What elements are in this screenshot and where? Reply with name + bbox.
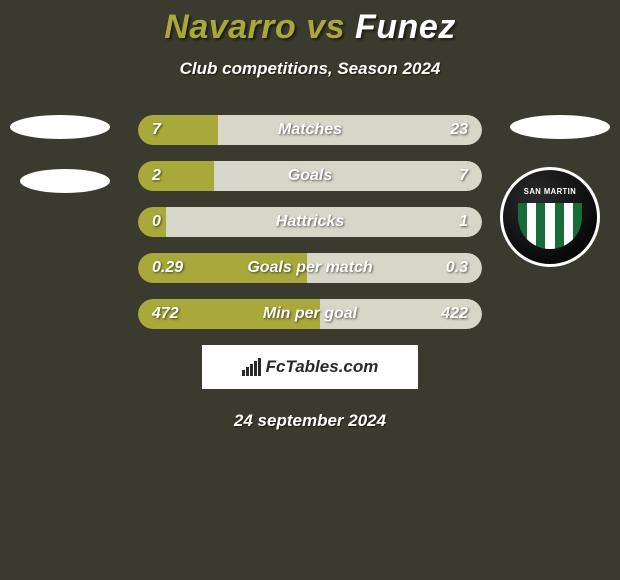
date-text: 24 september 2024 [0, 411, 620, 431]
stat-value-right: 7 [459, 167, 468, 185]
stat-value-right: 1 [459, 213, 468, 231]
stat-row: 472 422 Min per goal [138, 299, 482, 329]
stat-value-right: 23 [450, 121, 468, 139]
stat-label: Min per goal [263, 305, 357, 323]
crest-stripes-icon [518, 203, 582, 249]
vs-label: vs [306, 8, 345, 46]
stat-bars: 7 23 Matches 2 7 Goals 0 1 Hattricks 0.29 0.3 Goals… [138, 115, 482, 329]
player2-name: Funez [355, 8, 456, 46]
stat-row: 7 23 Matches [138, 115, 482, 145]
stat-label: Goals per match [247, 259, 372, 277]
stat-value-left: 0.29 [152, 259, 183, 277]
stat-bar-right [218, 115, 482, 145]
stat-value-right: 422 [441, 305, 468, 323]
placeholder-ellipse-icon [20, 169, 110, 193]
stat-row: 2 7 Goals [138, 161, 482, 191]
placeholder-ellipse-icon [510, 115, 610, 139]
stat-bar-right [214, 161, 482, 191]
infographic-container: Navarro vs Funez Club competitions, Seas… [0, 0, 620, 431]
subtitle: Club competitions, Season 2024 [0, 59, 620, 79]
placeholder-ellipse-icon [10, 115, 110, 139]
stat-label: Matches [278, 121, 342, 139]
brand-chart-icon [242, 358, 262, 376]
brand-box: FcTables.com [202, 345, 418, 389]
stat-value-left: 2 [152, 167, 161, 185]
stat-value-left: 7 [152, 121, 161, 139]
stat-bar-left [138, 161, 214, 191]
team-right-crest: SAN MARTIN [500, 167, 600, 267]
stat-bar-left [138, 115, 218, 145]
crest-text: SAN MARTIN [520, 187, 581, 196]
stat-value-left: 472 [152, 305, 179, 323]
brand-text: FcTables.com [266, 357, 379, 377]
stat-row: 0 1 Hattricks [138, 207, 482, 237]
title: Navarro vs Funez [0, 8, 620, 47]
stats-area: SAN MARTIN 723Matches27Goals01Hattricks0… [0, 115, 620, 329]
stat-label: Hattricks [276, 213, 344, 231]
stat-label: Goals [288, 167, 332, 185]
stat-row: 0.29 0.3 Goals per match [138, 253, 482, 283]
stat-value-left: 0 [152, 213, 161, 231]
stat-value-right: 0.3 [446, 259, 468, 277]
team-left-badge [10, 115, 110, 199]
player1-name: Navarro [164, 8, 296, 46]
